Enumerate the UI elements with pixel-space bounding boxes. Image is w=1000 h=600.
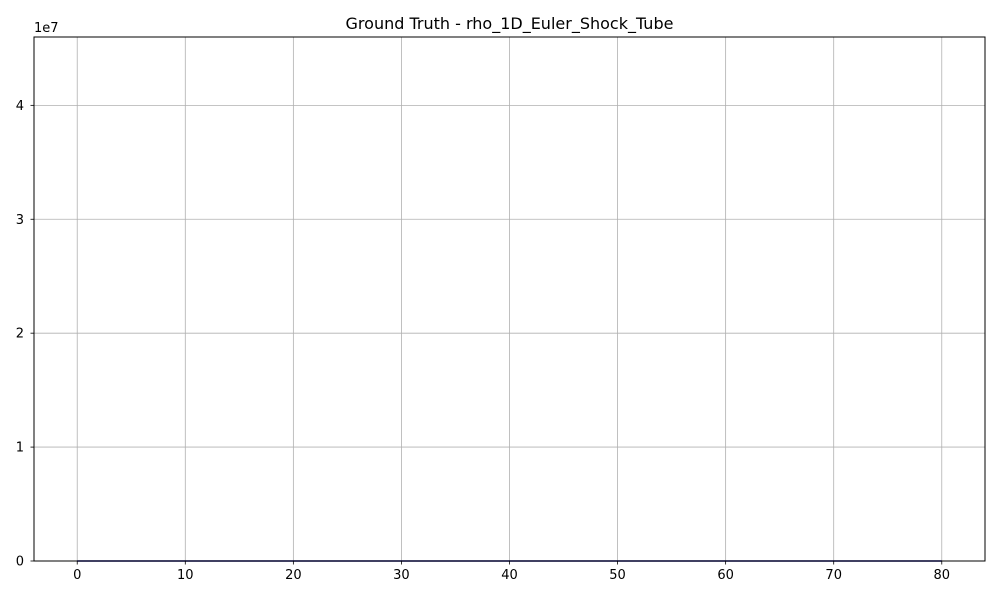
x-tick-label: 10 [177,568,194,583]
x-tick-label: 40 [501,568,518,583]
x-axis-ticks: 0 10 20 30 40 50 60 70 80 [73,561,950,583]
y-axis-ticks: 0 1 2 3 4 [16,99,34,570]
y-tick-label: 2 [16,327,24,342]
y-tick-label: 4 [16,99,24,114]
y-tick-label: 3 [16,213,24,228]
chart-title: Ground Truth - rho_1D_Euler_Shock_Tube [346,14,674,34]
y-axis-offset-label: 1e7 [34,21,59,36]
x-tick-label: 80 [933,568,950,583]
y-tick-label: 0 [16,555,24,570]
x-tick-label: 70 [825,568,842,583]
x-tick-label: 50 [609,568,626,583]
y-tick-label: 1 [16,441,24,456]
x-tick-label: 30 [393,568,410,583]
x-tick-label: 20 [285,568,302,583]
x-tick-label: 0 [73,568,81,583]
x-tick-label: 60 [717,568,734,583]
